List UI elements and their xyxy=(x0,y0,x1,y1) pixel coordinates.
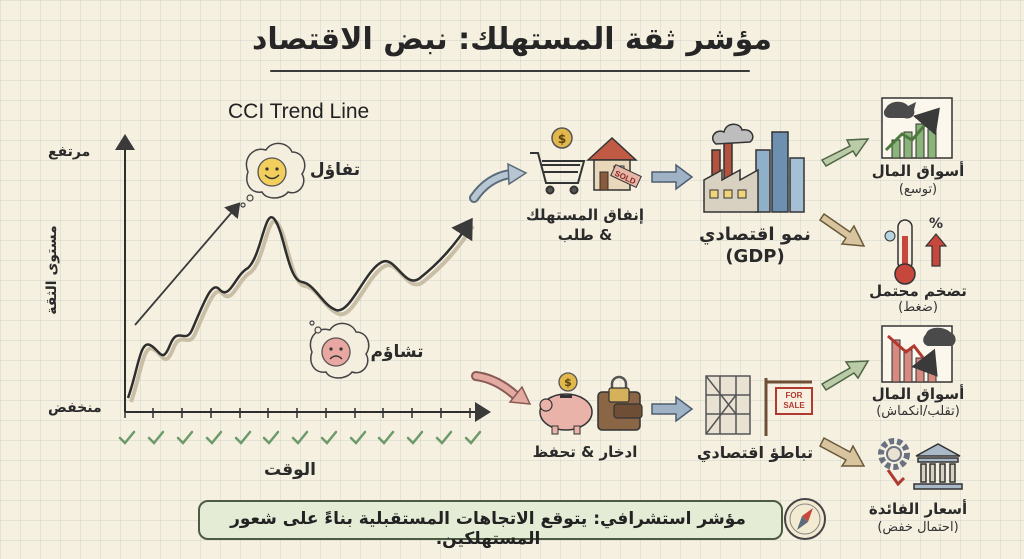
growth-label: نمو اقتصادي xyxy=(699,224,811,245)
y-high-label: مرتفع xyxy=(48,144,91,160)
markets-down-label: أسواق المال xyxy=(871,385,965,403)
title-underline xyxy=(270,70,750,72)
x-axis-label: الوقت xyxy=(264,460,316,480)
chart-axes xyxy=(115,134,491,422)
time-checkmarks xyxy=(118,430,482,445)
arrow-slowdown-to-markets xyxy=(820,360,870,392)
y-axis-label: مستوى الثقة xyxy=(44,225,60,315)
for-sale-text: FOR SALE xyxy=(783,391,805,410)
footer-text: مؤشر استشرافي: يتوقع الاتجاهات المستقبلي… xyxy=(230,509,746,549)
rates-label: أسعار الفائدة xyxy=(868,500,968,518)
sad-face-icon xyxy=(309,320,370,379)
saving-label: ادخار & تحفظ xyxy=(532,443,638,461)
percent-sign: % xyxy=(929,216,943,232)
markets-up-sublabel: (توسع) xyxy=(898,182,938,197)
spending-sublabel: & طلب xyxy=(557,226,613,244)
cci-trend-line xyxy=(126,216,473,399)
bull-chart-icon xyxy=(881,97,953,159)
piggy-bank-icon xyxy=(539,372,593,435)
trend-title: CCI Trend Line xyxy=(228,100,370,123)
arrow-slowdown-to-rates xyxy=(819,436,866,467)
footer-box xyxy=(198,500,783,540)
house-sold-icon xyxy=(586,136,642,191)
growth-sublabel: (GDP) xyxy=(725,246,785,267)
wallet-lock-icon xyxy=(597,375,643,431)
shopping-cart-icon xyxy=(530,127,586,195)
inflation-sublabel: (ضغط) xyxy=(898,300,938,315)
markets-up-label: أسواق المال xyxy=(871,162,965,180)
rates-sublabel: (احتمال خفض) xyxy=(877,520,959,535)
thermometer-icon xyxy=(884,219,948,285)
dollar-sign-icon: $ xyxy=(564,376,572,389)
page-title: مؤشر ثقة المستهلك: نبض الاقتصاد xyxy=(252,22,772,57)
gears-icon xyxy=(878,438,910,487)
dollar-sign-icon: $ xyxy=(558,132,566,146)
arrow-saving-to-slowdown xyxy=(651,395,694,423)
slowdown-label: تباطؤ اقتصادي xyxy=(696,443,814,462)
arrow-growth-to-markets xyxy=(820,138,870,167)
cci-trend-shadow xyxy=(129,219,475,403)
optimism-arrow xyxy=(134,202,241,326)
markets-down-sublabel: (تقلب/انكماش) xyxy=(876,404,960,419)
y-low-label: منخفض xyxy=(48,400,102,416)
smiley-face-icon xyxy=(240,142,306,208)
arrow-spending-to-growth xyxy=(651,163,694,191)
for-sale-sign-icon xyxy=(764,378,813,436)
inflation-label: تضخم محتمل xyxy=(869,282,967,300)
spending-label: إنفاق المستهلك xyxy=(525,206,645,224)
bank-icon xyxy=(913,443,963,490)
pessimism-label: تشاؤم xyxy=(370,342,424,362)
bear-chart-icon xyxy=(881,325,956,383)
compass-icon xyxy=(784,498,826,540)
factory-city-icon xyxy=(703,123,805,213)
construction-icon xyxy=(705,375,751,435)
optimism-label: تفاؤل xyxy=(309,160,361,180)
arrow-growth-to-inflation xyxy=(818,212,866,247)
